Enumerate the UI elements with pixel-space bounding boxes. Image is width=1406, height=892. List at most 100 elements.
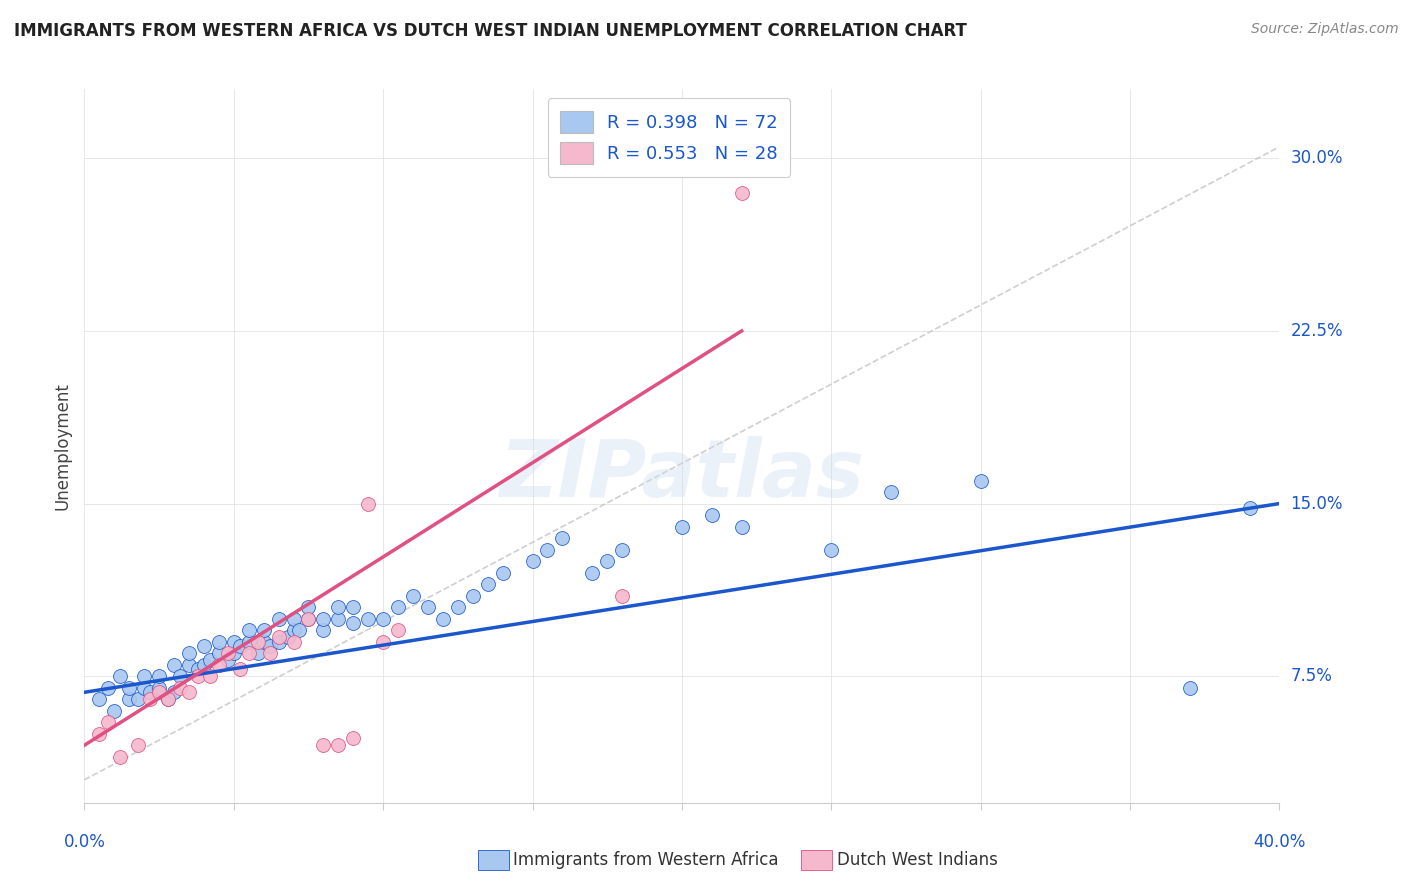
Point: [432, 612, 454, 626]
Point: [671, 519, 693, 533]
Point: [208, 657, 231, 672]
Text: Dutch West Indians: Dutch West Indians: [837, 851, 997, 869]
Text: 7.5%: 7.5%: [1291, 667, 1333, 685]
Point: [89, 692, 111, 706]
Text: 15.0%: 15.0%: [1291, 494, 1343, 513]
Point: [238, 623, 260, 637]
Point: [118, 692, 141, 706]
Point: [110, 669, 132, 683]
Point: [148, 669, 170, 683]
Point: [596, 554, 619, 568]
Point: [371, 612, 394, 626]
Point: [97, 681, 120, 695]
Point: [253, 634, 276, 648]
Point: [177, 646, 200, 660]
Point: [103, 704, 125, 718]
Point: [447, 600, 470, 615]
Point: [342, 600, 364, 615]
Point: [246, 634, 269, 648]
Point: [297, 612, 319, 626]
Point: [217, 653, 239, 667]
Legend: R = 0.398   N = 72, R = 0.553   N = 28: R = 0.398 N = 72, R = 0.553 N = 28: [547, 98, 790, 177]
Point: [297, 612, 319, 626]
Point: [157, 692, 180, 706]
Point: [177, 657, 200, 672]
Point: [187, 669, 209, 683]
Point: [461, 589, 484, 603]
Point: [127, 692, 149, 706]
Point: [169, 681, 191, 695]
Point: [253, 623, 276, 637]
Point: [169, 669, 191, 683]
Point: [312, 612, 335, 626]
Point: [1178, 681, 1201, 695]
Point: [177, 685, 200, 699]
Point: [118, 681, 141, 695]
Point: [371, 634, 394, 648]
Point: [132, 681, 156, 695]
Point: [342, 616, 364, 631]
Point: [1239, 501, 1261, 516]
Point: [217, 646, 239, 660]
Point: [288, 623, 311, 637]
Point: [228, 640, 252, 654]
Point: [551, 531, 574, 545]
Point: [222, 646, 245, 660]
Point: [731, 519, 754, 533]
Point: [357, 497, 380, 511]
Point: [198, 669, 221, 683]
Point: [477, 577, 499, 591]
Point: [357, 612, 380, 626]
Point: [148, 685, 170, 699]
Point: [193, 657, 215, 672]
Point: [259, 646, 281, 660]
Point: [148, 681, 170, 695]
Point: [387, 600, 409, 615]
Point: [267, 612, 290, 626]
Point: [89, 727, 111, 741]
Point: [246, 646, 269, 660]
Text: ZIPatlas: ZIPatlas: [499, 435, 865, 514]
Point: [193, 640, 215, 654]
Point: [402, 589, 425, 603]
Y-axis label: Unemployment: Unemployment: [53, 382, 72, 510]
Point: [283, 623, 305, 637]
Text: 0.0%: 0.0%: [63, 833, 105, 851]
Point: [238, 646, 260, 660]
Text: Source: ZipAtlas.com: Source: ZipAtlas.com: [1251, 22, 1399, 37]
Text: 40.0%: 40.0%: [1253, 833, 1306, 851]
Point: [700, 508, 723, 522]
Point: [97, 715, 120, 730]
Point: [416, 600, 439, 615]
Point: [139, 692, 162, 706]
Point: [492, 566, 515, 580]
Point: [312, 623, 335, 637]
Point: [731, 186, 754, 200]
Point: [187, 662, 209, 676]
Point: [880, 485, 903, 500]
Text: 30.0%: 30.0%: [1291, 149, 1343, 168]
Point: [110, 749, 132, 764]
Point: [267, 634, 290, 648]
Point: [276, 630, 298, 644]
Point: [163, 685, 186, 699]
Point: [297, 600, 319, 615]
Point: [283, 634, 305, 648]
Text: IMMIGRANTS FROM WESTERN AFRICA VS DUTCH WEST INDIAN UNEMPLOYMENT CORRELATION CHA: IMMIGRANTS FROM WESTERN AFRICA VS DUTCH …: [14, 22, 967, 40]
Point: [208, 634, 231, 648]
Point: [820, 542, 842, 557]
Point: [387, 623, 409, 637]
Text: Immigrants from Western Africa: Immigrants from Western Africa: [513, 851, 779, 869]
Point: [208, 646, 231, 660]
Point: [610, 542, 633, 557]
Point: [536, 542, 558, 557]
Point: [342, 731, 364, 746]
Point: [328, 738, 350, 752]
Point: [283, 612, 305, 626]
Point: [610, 589, 633, 603]
Point: [198, 653, 221, 667]
Point: [328, 612, 350, 626]
Point: [238, 634, 260, 648]
Point: [228, 662, 252, 676]
Point: [132, 669, 156, 683]
